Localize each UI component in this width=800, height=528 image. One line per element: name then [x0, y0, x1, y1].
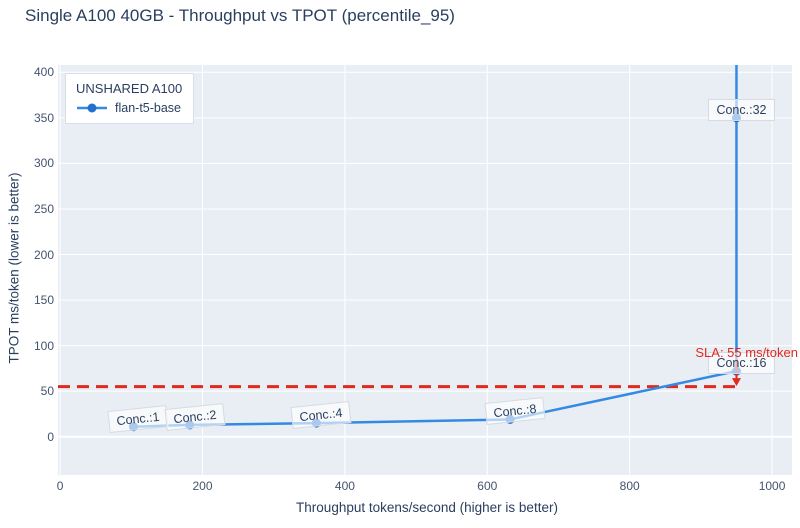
x-tick-400: 400 [334, 479, 355, 493]
y-tick-150: 150 [33, 293, 54, 308]
legend: UNSHARED A100 flan-t5-base [65, 73, 195, 124]
chart-title: Single A100 40GB - Throughput vs TPOT (p… [25, 6, 455, 25]
line-marker-icon [77, 103, 107, 113]
y-tick-0: 0 [47, 429, 54, 444]
y-tick-300: 300 [33, 156, 54, 171]
series-line-flan-t5-base [133, 65, 738, 428]
data-point-conc-2[interactable] [185, 420, 195, 430]
y-tick-50: 50 [40, 384, 54, 399]
legend-item-label: flan-t5-base [115, 101, 182, 115]
y-tick-100: 100 [33, 338, 54, 353]
legend-title: UNSHARED A100 [76, 81, 183, 96]
plot-area: Conc.:1 Conc.:2 Conc.:4 Conc.:8 Conc.:16 Conc… [58, 65, 798, 475]
legend-item-flan-t5-base[interactable]: flan-t5-base [76, 101, 182, 115]
y-tick-200: 200 [33, 247, 54, 262]
x-tick-1000: 1000 [758, 479, 786, 493]
data-point-conc-1[interactable] [128, 422, 138, 432]
y-tick-350: 350 [33, 110, 54, 125]
x-tick-200: 200 [192, 479, 213, 493]
x-tick-800: 800 [619, 479, 640, 493]
x-tick-0: 0 [56, 479, 64, 493]
data-point-conc-8[interactable] [505, 414, 515, 424]
x-axis-title: Throughput tokens/second (higher is bett… [296, 500, 558, 515]
data-point-conc-4[interactable] [311, 418, 321, 428]
data-point-conc-32[interactable] [731, 113, 741, 123]
y-tick-400: 400 [33, 65, 54, 80]
y-tick-250: 250 [33, 201, 54, 216]
sla-arrowhead-icon [731, 378, 741, 387]
plot-canvas [58, 65, 792, 475]
x-tick-600: 600 [477, 479, 498, 493]
